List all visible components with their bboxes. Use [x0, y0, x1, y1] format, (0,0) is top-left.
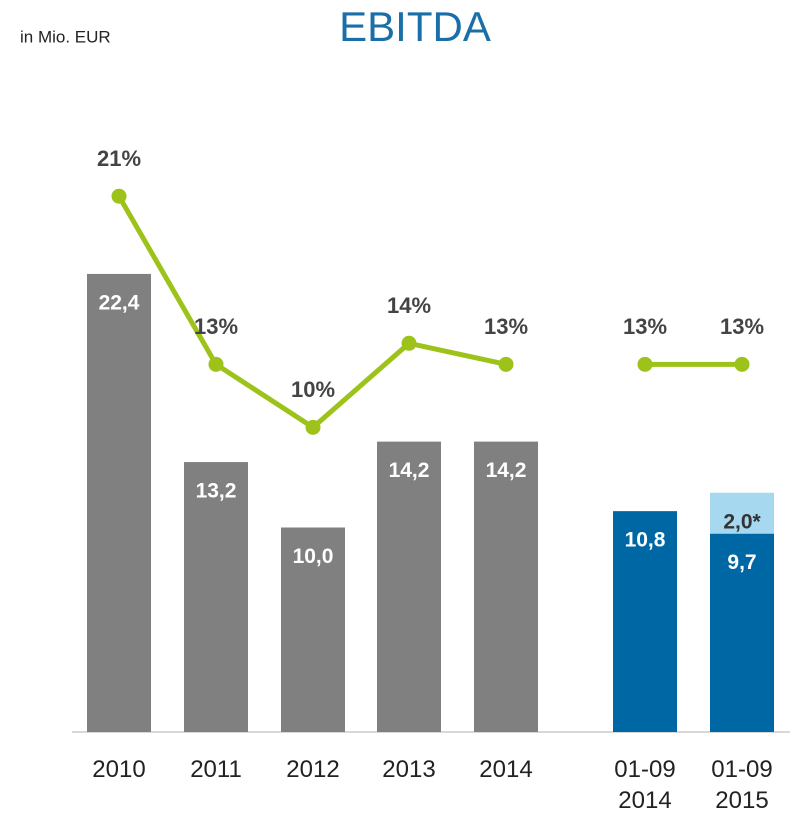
x-tick-label: 2011: [190, 756, 242, 783]
bar: [184, 462, 248, 732]
line-point: [401, 335, 417, 351]
bar: [613, 511, 677, 732]
value-label: 21%: [97, 146, 141, 171]
bar: [377, 441, 441, 732]
value-label: 13,2: [196, 480, 237, 503]
bar: [87, 273, 151, 732]
line-point: [498, 356, 514, 372]
value-label: 2,0*: [723, 510, 761, 533]
value-label: 13%: [720, 314, 764, 339]
value-label: 10,8: [625, 529, 666, 552]
value-label: 14%: [387, 293, 431, 318]
line-point: [637, 356, 653, 372]
x-tick-label: 01-09 2015: [711, 756, 773, 814]
value-label: 13%: [484, 314, 528, 339]
line-point: [111, 188, 127, 204]
line-point: [734, 356, 750, 372]
x-tick-label: 01-09 2014: [614, 756, 676, 814]
x-tick-label: 2013: [382, 756, 436, 783]
x-tick-label: 2012: [286, 756, 340, 783]
value-label: 13%: [623, 314, 667, 339]
chart-subtitle: in Mio. EUR: [20, 27, 111, 46]
value-label: 22,4: [99, 291, 140, 314]
x-tick-label: 2010: [92, 756, 146, 783]
value-label: 14,2: [486, 459, 527, 482]
chart-title: EBITDA: [339, 3, 491, 50]
line-point: [305, 419, 321, 435]
value-label: 9,7: [727, 551, 756, 574]
value-label: 10%: [291, 377, 335, 402]
line-point: [208, 356, 224, 372]
value-label: 10,0: [293, 545, 334, 568]
bar: [281, 527, 345, 732]
bar: [710, 533, 774, 732]
bar: [474, 441, 538, 732]
value-label: 13%: [194, 314, 238, 339]
value-label: 14,2: [389, 459, 430, 482]
x-tick-label: 2014: [479, 756, 533, 783]
bar: [710, 492, 774, 534]
